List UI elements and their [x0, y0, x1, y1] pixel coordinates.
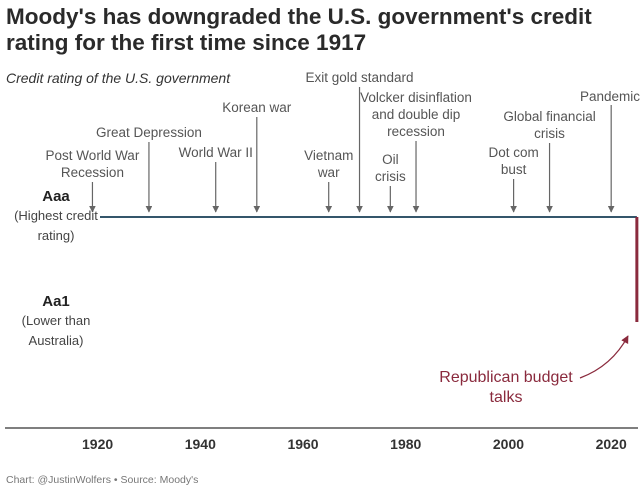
x-tick-label: 2020 — [596, 436, 627, 452]
annotation-arrow — [579, 335, 629, 379]
event-label: Oil — [382, 152, 399, 167]
event-label: Great Depression — [96, 125, 202, 140]
annotation-text: talks — [490, 389, 523, 406]
event-label: Dot com — [488, 145, 538, 160]
rating-level-note: (Lower than — [22, 313, 91, 328]
event-label: crisis — [534, 126, 565, 141]
event-label: Volcker disinflation — [360, 90, 472, 105]
event-label: World War II — [179, 145, 253, 160]
event-label: Exit gold standard — [305, 70, 413, 85]
event-label: Recession — [61, 165, 124, 180]
event-label: recession — [387, 124, 445, 139]
rating-level-label: Aa1 — [42, 293, 70, 310]
chart-title: Moody's has downgraded the U.S. governme… — [6, 4, 592, 55]
event-label: Korean war — [222, 100, 292, 115]
x-tick-label: 1960 — [287, 436, 318, 452]
rating-level-note: Australia) — [29, 333, 84, 348]
chart-subtitle: Credit rating of the U.S. government — [6, 70, 231, 86]
event-label: crisis — [375, 169, 406, 184]
x-tick-label: 1980 — [390, 436, 421, 452]
event-label: bust — [501, 162, 527, 177]
x-tick-label: 1920 — [82, 436, 113, 452]
rating-level-label: Aaa — [42, 188, 70, 205]
event-label: war — [317, 165, 340, 180]
annotation-text: Republican budget — [439, 369, 573, 386]
x-tick-label: 2000 — [493, 436, 524, 452]
chart-credit: Chart: @JustinWolfers • Source: Moody's — [6, 474, 199, 486]
event-label: and double dip — [372, 107, 461, 122]
event-label: Post World War — [46, 148, 140, 163]
event-label: Vietnam — [304, 148, 353, 163]
event-label: Global financial — [503, 109, 595, 124]
rating-level-note: rating) — [38, 228, 75, 243]
x-tick-label: 1940 — [185, 436, 216, 452]
event-label: Pandemic — [580, 89, 640, 104]
rating-level-note: (Highest credit — [14, 208, 98, 223]
